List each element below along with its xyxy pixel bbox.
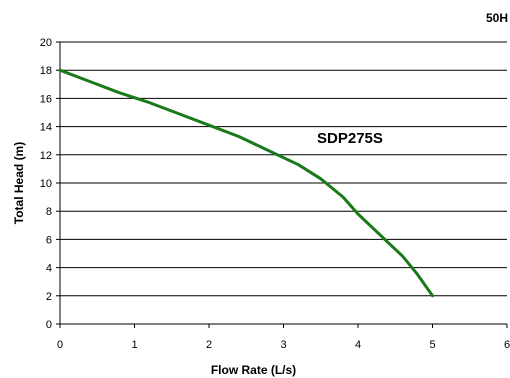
corner-label: 50H <box>486 11 508 25</box>
y-axis-title: Total Head (m) <box>12 142 26 224</box>
x-tick-label-2: 2 <box>206 339 212 351</box>
axis-layer <box>56 41 508 328</box>
y-tick-label-12: 12 <box>40 150 52 162</box>
x-tick-label-4: 4 <box>355 339 361 351</box>
y-tick-label-6: 6 <box>46 234 52 246</box>
y-tick-label-10: 10 <box>40 178 52 190</box>
series-annotation-0: SDP275S <box>317 130 383 147</box>
x-tick-label-3: 3 <box>280 339 286 351</box>
series-layer <box>58 68 434 298</box>
x-axis-title: Flow Rate (L/s) <box>211 363 296 377</box>
x-tick-label-1: 1 <box>131 339 137 351</box>
y-tick-label-14: 14 <box>40 122 52 134</box>
y-tick-label-2: 2 <box>46 291 52 303</box>
x-tick-label-5: 5 <box>429 339 435 351</box>
grid-layer <box>60 41 507 297</box>
y-tick-label-0: 0 <box>46 319 52 331</box>
y-tick-label-16: 16 <box>40 93 52 105</box>
y-tick-label-20: 20 <box>40 37 52 49</box>
x-tick-label-0: 0 <box>57 339 63 351</box>
series-line-0 <box>58 68 434 298</box>
y-tick-label-18: 18 <box>40 65 52 77</box>
y-tick-label-4: 4 <box>46 263 52 275</box>
x-tick-label-6: 6 <box>504 339 510 351</box>
y-tick-label-8: 8 <box>46 206 52 218</box>
